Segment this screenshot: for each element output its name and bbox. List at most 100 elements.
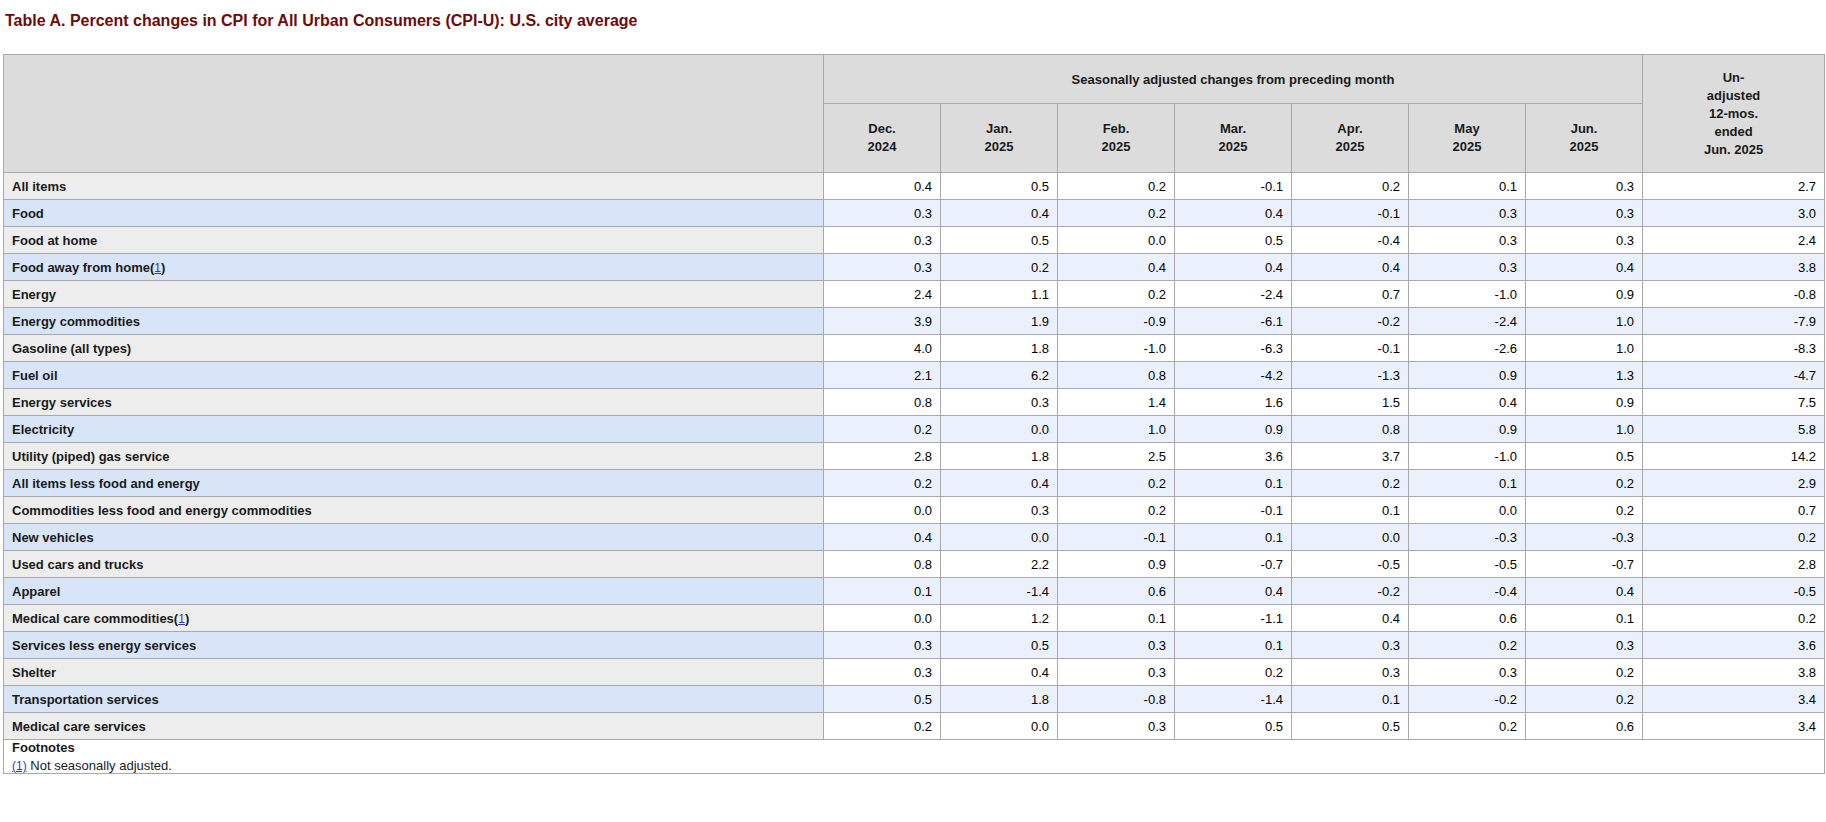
value-cell: 0.2 (1409, 632, 1526, 659)
value-cell: -4.7 (1643, 362, 1825, 389)
value-cell: 2.4 (824, 281, 941, 308)
row-label: Shelter (4, 659, 824, 686)
value-cell: 0.2 (824, 713, 941, 740)
value-cell: 0.0 (1409, 497, 1526, 524)
value-cell: 0.2 (824, 416, 941, 443)
row-label: Gasoline (all types) (4, 335, 824, 362)
value-cell: 0.3 (1058, 713, 1175, 740)
value-cell: 5.8 (1643, 416, 1825, 443)
value-cell: 0.0 (824, 497, 941, 524)
page-title: Table A. Percent changes in CPI for All … (5, 12, 1826, 30)
value-cell: -0.4 (1292, 227, 1409, 254)
row-label: Commodities less food and energy commodi… (4, 497, 824, 524)
value-cell: 3.6 (1643, 632, 1825, 659)
value-cell: 0.5 (941, 227, 1058, 254)
value-cell: -4.2 (1175, 362, 1292, 389)
footnotes-row: Footnotes (1) Not seasonally adjusted. (4, 740, 1825, 774)
month-column-header: Mar. 2025 (1175, 104, 1292, 173)
row-label: Electricity (4, 416, 824, 443)
value-cell: 3.4 (1643, 686, 1825, 713)
value-cell: 0.0 (941, 416, 1058, 443)
value-cell: 0.3 (1058, 659, 1175, 686)
row-label: Energy (4, 281, 824, 308)
value-cell: 0.3 (1292, 632, 1409, 659)
value-cell: 0.7 (1643, 497, 1825, 524)
value-cell: 0.4 (1058, 254, 1175, 281)
value-cell: 0.1 (1409, 470, 1526, 497)
value-cell: 0.3 (824, 227, 941, 254)
month-column-header: Feb. 2025 (1058, 104, 1175, 173)
value-cell: 0.4 (1292, 254, 1409, 281)
value-cell: 0.2 (1409, 713, 1526, 740)
value-cell: -6.3 (1175, 335, 1292, 362)
unadjusted-column-header: Un- adjusted 12-mos. ended Jun. 2025 (1643, 55, 1825, 173)
footnote-link[interactable]: (1) (12, 759, 27, 773)
row-label: Apparel (4, 578, 824, 605)
footnote-item: (1) Not seasonally adjusted. (12, 758, 1816, 773)
table-stub-cell (4, 55, 824, 173)
month-column-header: May 2025 (1409, 104, 1526, 173)
value-cell: -1.4 (941, 578, 1058, 605)
value-cell: 0.2 (1175, 659, 1292, 686)
value-cell: 2.2 (941, 551, 1058, 578)
value-cell: 0.7 (1292, 281, 1409, 308)
value-cell: 0.5 (941, 632, 1058, 659)
value-cell: -6.1 (1175, 308, 1292, 335)
value-cell: 1.8 (941, 335, 1058, 362)
value-cell: -0.2 (1292, 308, 1409, 335)
value-cell: 3.6 (1175, 443, 1292, 470)
table-row: Transportation services0.51.8-0.8-1.40.1… (4, 686, 1825, 713)
value-cell: 0.2 (1058, 173, 1175, 200)
value-cell: -0.9 (1058, 308, 1175, 335)
value-cell: 0.3 (824, 659, 941, 686)
table-row: Used cars and trucks0.82.20.9-0.7-0.5-0.… (4, 551, 1825, 578)
table-row: Energy2.41.10.2-2.40.7-1.00.9-0.8 (4, 281, 1825, 308)
month-column-header: Jan. 2025 (941, 104, 1058, 173)
value-cell: 0.4 (1526, 254, 1643, 281)
row-label: Energy commodities (4, 308, 824, 335)
value-cell: 0.3 (1058, 632, 1175, 659)
value-cell: 0.3 (1526, 227, 1643, 254)
value-cell: -1.0 (1058, 335, 1175, 362)
value-cell: 4.0 (824, 335, 941, 362)
value-cell: 0.2 (1058, 470, 1175, 497)
value-cell: 1.6 (1175, 389, 1292, 416)
value-cell: -0.4 (1409, 578, 1526, 605)
value-cell: -0.5 (1643, 578, 1825, 605)
value-cell: -0.1 (1058, 524, 1175, 551)
value-cell: 0.9 (1058, 551, 1175, 578)
row-label: Transportation services (4, 686, 824, 713)
table-row: New vehicles0.40.0-0.10.10.0-0.3-0.30.2 (4, 524, 1825, 551)
row-label: Food away from home(1) (4, 254, 824, 281)
row-footnote-link[interactable]: 1 (178, 612, 185, 626)
value-cell: 0.1 (1526, 605, 1643, 632)
value-cell: -0.2 (1292, 578, 1409, 605)
row-label: Medical care commodities(1) (4, 605, 824, 632)
value-cell: 0.5 (1292, 713, 1409, 740)
table-header: Seasonally adjusted changes from precedi… (4, 55, 1825, 173)
value-cell: 0.2 (1643, 605, 1825, 632)
row-label: All items (4, 173, 824, 200)
row-label: Used cars and trucks (4, 551, 824, 578)
value-cell: -0.3 (1409, 524, 1526, 551)
value-cell: 0.4 (1175, 578, 1292, 605)
value-cell: -0.3 (1526, 524, 1643, 551)
value-cell: 0.6 (1526, 713, 1643, 740)
row-footnote-link[interactable]: 1 (154, 261, 161, 275)
value-cell: 0.0 (941, 524, 1058, 551)
row-label: Food (4, 200, 824, 227)
value-cell: 1.1 (941, 281, 1058, 308)
value-cell: -0.5 (1409, 551, 1526, 578)
value-cell: 0.2 (1526, 470, 1643, 497)
value-cell: 0.0 (941, 713, 1058, 740)
value-cell: -0.7 (1175, 551, 1292, 578)
value-cell: -1.0 (1409, 443, 1526, 470)
value-cell: 0.3 (1526, 173, 1643, 200)
row-label: Medical care services (4, 713, 824, 740)
value-cell: 1.2 (941, 605, 1058, 632)
value-cell: 0.2 (1292, 470, 1409, 497)
value-cell: 2.5 (1058, 443, 1175, 470)
value-cell: 0.5 (941, 173, 1058, 200)
value-cell: 1.4 (1058, 389, 1175, 416)
value-cell: 0.5 (1526, 443, 1643, 470)
